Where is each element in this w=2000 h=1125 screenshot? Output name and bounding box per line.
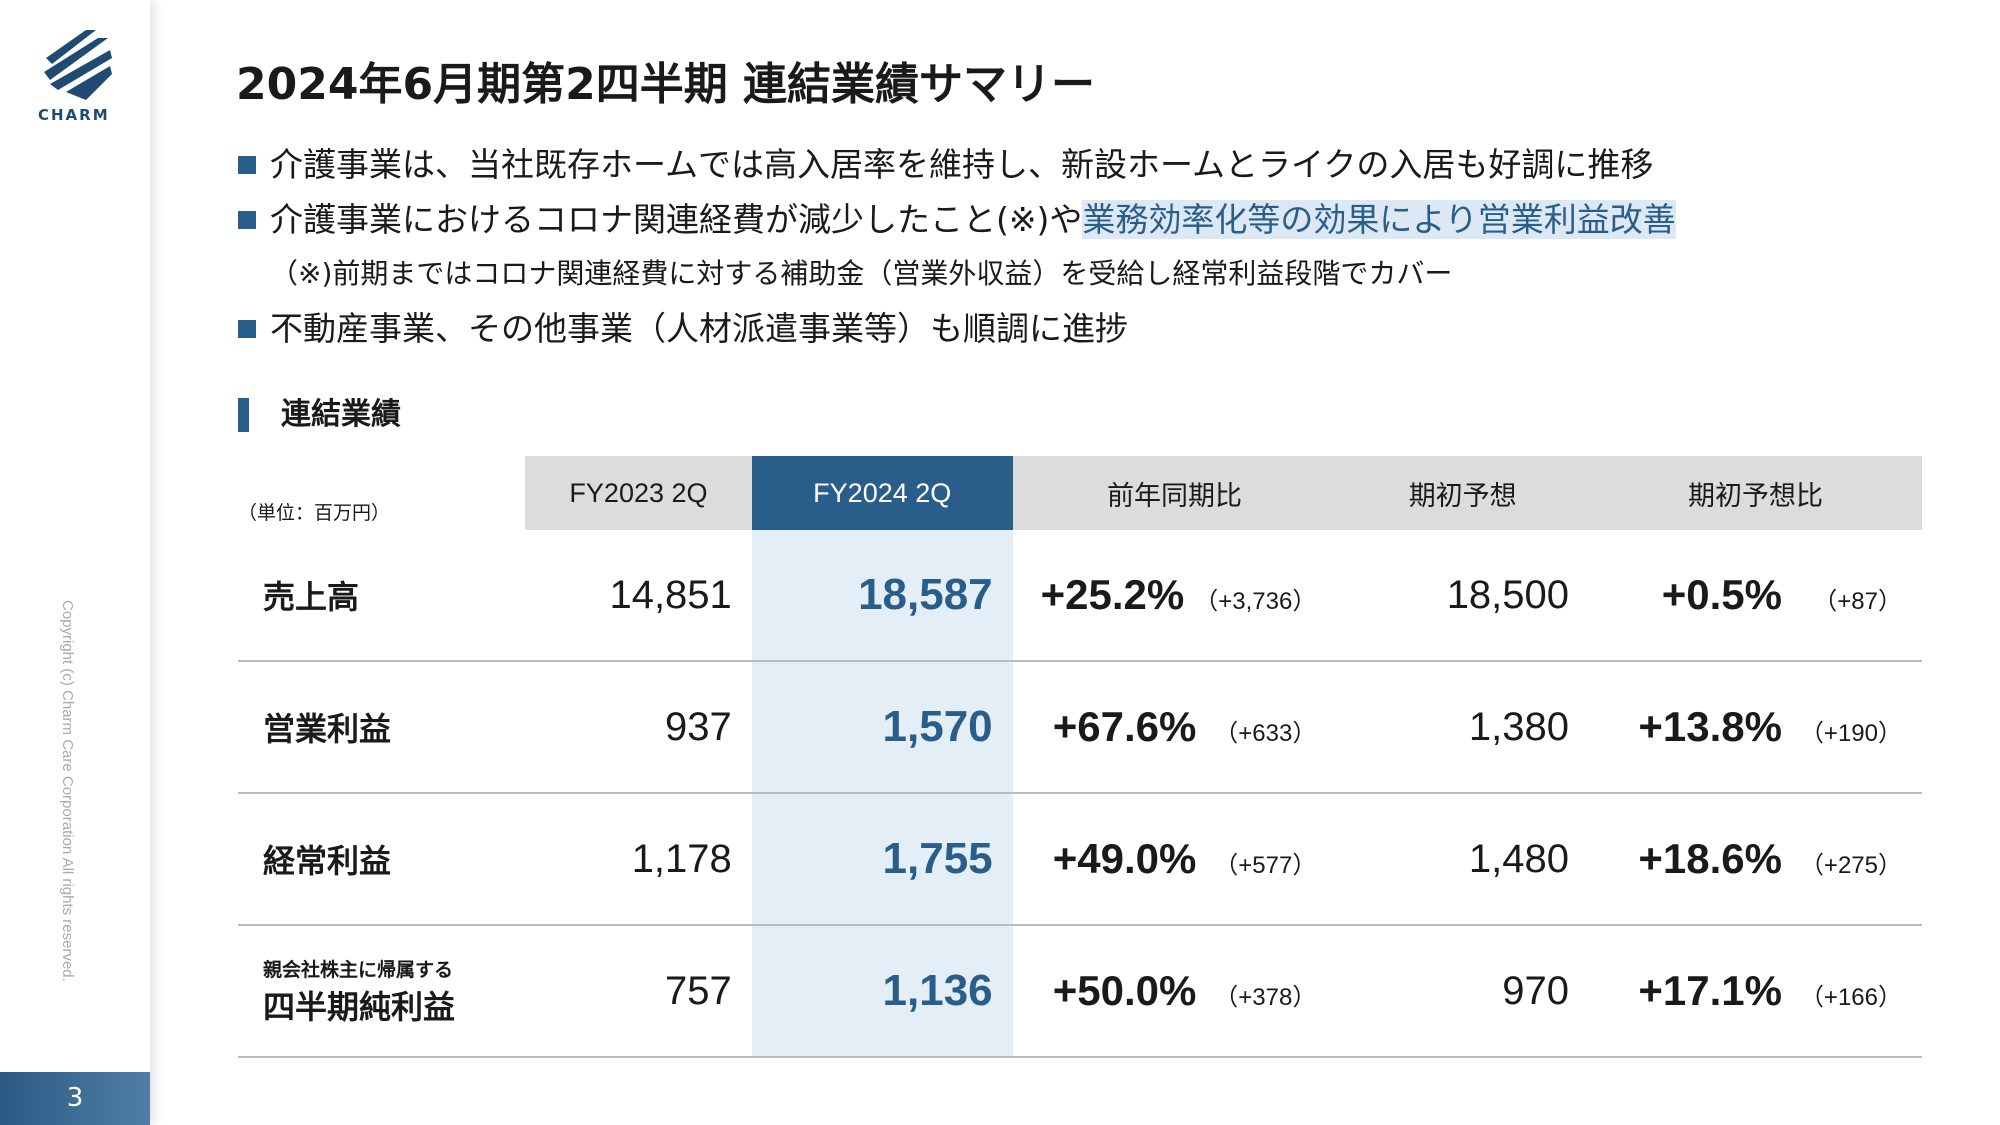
- row-label: 親会社株主に帰属する四半期純利益: [238, 925, 526, 1058]
- diff: （+87）: [1813, 588, 1902, 615]
- cell: 1,755: [751, 793, 1013, 926]
- cell: 1,570: [751, 661, 1013, 794]
- diff: （+190）: [1799, 720, 1902, 747]
- row: 経常利益 1,178 1,755 +49.0% （+577） 1,480 +18.6% （+2…: [238, 793, 1922, 926]
- diff: （+3,736）: [1194, 588, 1317, 615]
- header-row: FY2023 2Q FY2024 2Q 前年同期比 期初予想 期初予想比: [238, 456, 1922, 530]
- unit: （単位：百万円）: [238, 502, 391, 524]
- row-label: 営業利益: [238, 661, 526, 794]
- pct: +17.1%: [1638, 967, 1782, 1014]
- cell: 937: [525, 661, 752, 794]
- header-cell: FY2023 2Q: [525, 456, 752, 530]
- row-label-text: 四半期純利益: [263, 987, 456, 1026]
- highlight: 業務効率化等の効果により営業利益改善: [1082, 200, 1676, 239]
- title: 2024年6月期第2四半期 連結業績サマリー: [236, 59, 1096, 110]
- cell: 14,851: [525, 530, 752, 662]
- cell: +18.6% （+275）: [1589, 793, 1922, 926]
- diff: （+166）: [1799, 984, 1902, 1011]
- section-title: 連結業績: [238, 398, 401, 432]
- bullet: 不動産事業、その他事業（人材派遣事業等）も順調に進捗: [238, 302, 1128, 350]
- pct: +25.2%: [1040, 571, 1185, 618]
- cell: 1,136: [751, 925, 1013, 1058]
- cell: +67.6% （+633）: [1012, 661, 1337, 794]
- page-number: 3: [0, 1072, 150, 1125]
- cell: 1,380: [1336, 661, 1590, 794]
- row-label: 経常利益: [238, 793, 526, 926]
- diff: （+378）: [1214, 984, 1317, 1011]
- cell: +25.2% （+3,736）: [1012, 530, 1337, 662]
- row-sublabel: 親会社株主に帰属する: [263, 958, 454, 981]
- cell: 1,480: [1336, 793, 1590, 926]
- logo-mark: [44, 30, 112, 100]
- header-cell: 期初予想比: [1589, 456, 1922, 530]
- row-label-text: 営業利益: [263, 710, 392, 748]
- cell: 18,500: [1336, 530, 1590, 662]
- pct: +18.6%: [1638, 835, 1782, 882]
- cell: 757: [525, 925, 752, 1058]
- diff: （+275）: [1799, 852, 1902, 879]
- row-label: 売上高: [238, 530, 526, 662]
- cell: 18,587: [751, 530, 1013, 662]
- row-label-text: 売上高: [263, 578, 360, 616]
- header-cell: 期初予想: [1336, 456, 1590, 530]
- logo-text: CHARM: [38, 106, 110, 124]
- row: 営業利益 937 1,570 +67.6% （+633） 1,380 +13.8% （+190…: [238, 661, 1922, 794]
- copyright: Copyright (c) Charm Care Corporation All…: [59, 600, 76, 982]
- pct: +0.5%: [1661, 571, 1782, 618]
- pct: +50.0%: [1052, 967, 1197, 1014]
- header-cell: 前年同期比: [1012, 456, 1337, 530]
- bullet: 介護事業は、当社既存ホームでは高入居率を維持し、新設ホームとライクの入居も好調に…: [238, 138, 1653, 186]
- row: 親会社株主に帰属する 四半期純利益 757 1,136 +50.0% （+378） 970 +…: [238, 925, 1922, 1058]
- results-table: FY2023 2Q FY2024 2Q 前年同期比 期初予想 期初予想比売上高 14,85…: [238, 456, 1922, 1058]
- cell: +50.0% （+378）: [1012, 925, 1337, 1058]
- note: （※)前期まではコロナ関連経費に対する補助金（営業外収益）を受給し経常利益段階で…: [270, 257, 1453, 290]
- cell: +0.5% （+87）: [1589, 530, 1922, 662]
- bullet-text: 介護事業におけるコロナ関連経費が減少したこと(※)や: [270, 200, 1083, 239]
- cell: +13.8% （+190）: [1589, 661, 1922, 794]
- cell: +17.1% （+166）: [1589, 925, 1922, 1058]
- bullet: 介護事業におけるコロナ関連経費が減少したこと(※)や業務効率化等の効果により営業…: [238, 193, 1676, 241]
- pct: +49.0%: [1052, 835, 1197, 882]
- sidebar: CHARM Copyright (c) Charm Care Corporati…: [0, 0, 150, 1125]
- header-cell: FY2024 2Q: [751, 456, 1013, 530]
- row: 売上高 14,851 18,587 +25.2% （+3,736） 18,500 +0.5%…: [238, 530, 1922, 662]
- pct: +67.6%: [1052, 703, 1197, 750]
- cell: 970: [1336, 925, 1590, 1058]
- pct: +13.8%: [1638, 703, 1782, 750]
- diff: （+633）: [1214, 720, 1317, 747]
- row-label-text: 経常利益: [263, 842, 392, 880]
- cell: +49.0% （+577）: [1012, 793, 1337, 926]
- cell: 1,178: [525, 793, 752, 926]
- diff: （+577）: [1214, 852, 1317, 879]
